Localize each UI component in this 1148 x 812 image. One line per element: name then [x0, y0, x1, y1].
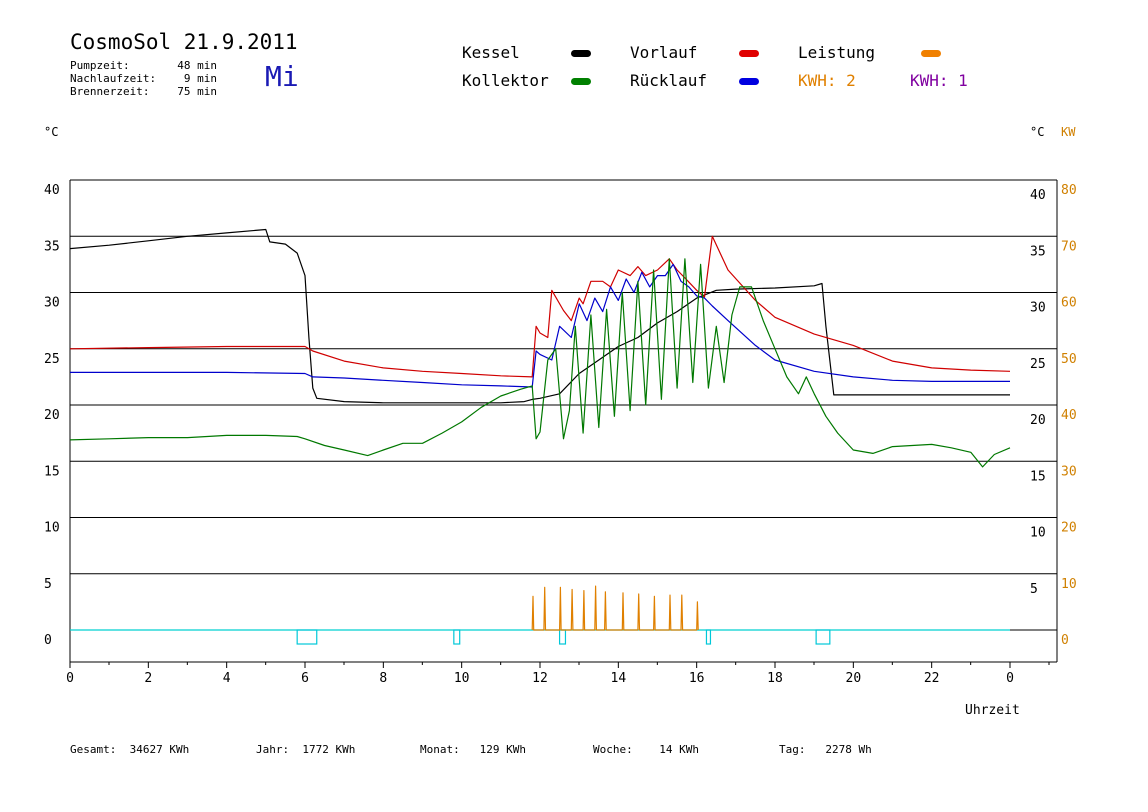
footer-gesamt: Gesamt: 34627 KWh [70, 743, 190, 756]
legend-label-kollektor: Kollektor [462, 71, 549, 90]
y-tick-label: 20 [44, 408, 60, 423]
right-celsius-tick-label: 10 [1030, 526, 1046, 541]
x-tick-label: 0 [66, 671, 74, 686]
pumpzeit-value: 48 min [177, 59, 217, 72]
pumpzeit-label: Pumpzeit: [70, 59, 130, 72]
legend-swatch-kollektor [571, 78, 591, 85]
legend-label-kwh1: KWH: 1 [910, 71, 968, 90]
right-kw-tick-label: 80 [1061, 183, 1077, 198]
right-celsius-tick-label: 25 [1030, 357, 1046, 372]
temperature-chart: 0510152025303540510152025303540010203040… [44, 179, 1077, 718]
right-kw-tick-label: 50 [1061, 352, 1077, 367]
pump-marker [815, 629, 831, 645]
legend-label-ruecklauf: Rücklauf [630, 71, 708, 90]
nachlaufzeit-value: 9 min [183, 72, 217, 85]
legend-label-kwh2: KWH: 2 [798, 71, 856, 90]
x-tick-label: 12 [532, 671, 548, 686]
legend-swatch-leistung [921, 50, 941, 57]
brennerzeit-label: Brennerzeit: [70, 85, 150, 98]
y-tick-label: 25 [44, 352, 60, 367]
x-tick-label: 18 [767, 671, 783, 686]
nachlaufzeit-label: Nachlaufzeit: [70, 72, 157, 85]
x-tick-label: 6 [301, 671, 309, 686]
x-tick-label: 10 [454, 671, 470, 686]
right-celsius-tick-label: 40 [1030, 188, 1046, 203]
legend-swatch-ruecklauf [739, 78, 759, 85]
x-tick-label: 16 [689, 671, 705, 686]
right-kw-tick-label: 70 [1061, 239, 1077, 254]
legend-label-kessel: Kessel [462, 43, 520, 62]
x-tick-label: 4 [223, 671, 231, 686]
weekday-label: Mi [265, 60, 299, 93]
x-tick-label: 8 [379, 671, 387, 686]
right-celsius-tick-label: 15 [1030, 469, 1046, 484]
right-kw-tick-label: 20 [1061, 521, 1077, 536]
x-axis-label: Uhrzeit [965, 703, 1020, 718]
right-kw-tick-label: 60 [1061, 296, 1077, 311]
pump-marker [705, 629, 712, 645]
x-tick-label: 20 [846, 671, 862, 686]
right-kw-tick-label: 0 [1061, 633, 1069, 648]
right-celsius-tick-label: 30 [1030, 301, 1046, 316]
right-kw-tick-label: 40 [1061, 408, 1077, 423]
footer-monat: Monat: 129 KWh [420, 743, 526, 756]
legend-label-leistung: Leistung [798, 43, 876, 62]
y-tick-label: 15 [44, 464, 60, 479]
series-line-leistung [531, 585, 699, 631]
x-tick-label: 14 [611, 671, 627, 686]
series-line-rcklauf [70, 263, 1010, 388]
legend-swatch-vorlauf [739, 50, 759, 57]
y-tick-label: 40 [44, 183, 60, 198]
right-celsius-tick-label: 35 [1030, 244, 1046, 259]
right-celsius-tick-label: 20 [1030, 413, 1046, 428]
footer-woche: Woche: 14 KWh [593, 743, 699, 756]
series-line-kessel [69, 228, 1010, 404]
y-tick-label: 30 [44, 296, 60, 311]
right-axis-unit-kw: KW [1061, 125, 1076, 139]
x-tick-label: 22 [924, 671, 940, 686]
footer-tag: Tag: 2278 Wh [779, 743, 872, 756]
legend-label-vorlauf: Vorlauf [630, 43, 698, 62]
footer-jahr: Jahr: 1772 KWh [256, 743, 356, 756]
pump-marker [453, 629, 461, 645]
x-tick-label: 0 [1006, 671, 1014, 686]
right-axis-unit-celsius: °C [1030, 125, 1045, 139]
series-line-vorlauf [69, 235, 1011, 378]
pump-marker [296, 629, 318, 645]
pump-marker [558, 629, 567, 645]
y-tick-label: 10 [44, 521, 60, 536]
series-line-kollektor [69, 258, 1011, 468]
x-tick-label: 2 [144, 671, 152, 686]
right-kw-tick-label: 10 [1061, 577, 1077, 592]
y-tick-label: 5 [44, 577, 52, 592]
page-title: CosmoSol 21.9.2011 [70, 30, 298, 54]
right-celsius-tick-label: 5 [1030, 582, 1038, 597]
left-axis-unit: °C [44, 125, 59, 139]
brennerzeit-value: 75 min [177, 85, 217, 98]
y-tick-label: 35 [44, 239, 60, 254]
legend-swatch-kessel [571, 50, 591, 57]
right-kw-tick-label: 30 [1061, 464, 1077, 479]
y-tick-label: 0 [44, 633, 52, 648]
